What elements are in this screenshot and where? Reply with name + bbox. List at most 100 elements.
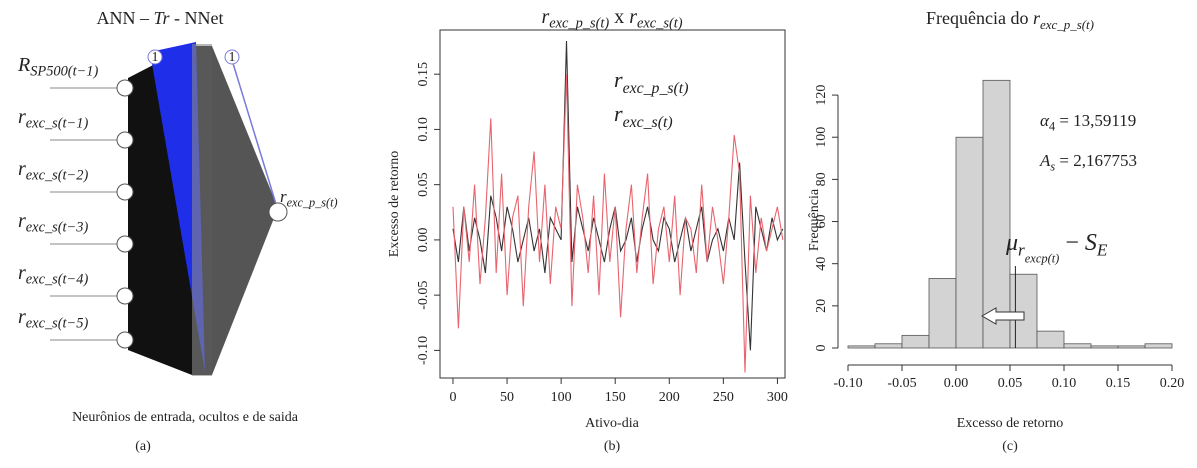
annotation: μrexcp(t) − SE bbox=[1005, 230, 1108, 266]
series-line bbox=[452, 74, 784, 373]
panel-label: (b) bbox=[604, 439, 621, 454]
text-part: Frequência do bbox=[926, 8, 1033, 28]
y-tick-label: 0 bbox=[814, 345, 829, 352]
x-tick-label: 0.10 bbox=[1052, 376, 1077, 391]
text-part: p(t) bbox=[1040, 251, 1059, 265]
bar bbox=[847, 345, 876, 349]
arrow bbox=[980, 307, 1025, 325]
chart-title: Frequência do rexc_p_s(t) bbox=[926, 8, 1094, 32]
x-axis-label: Ativo-dia bbox=[585, 416, 639, 431]
input-node bbox=[116, 183, 134, 201]
network-shapes bbox=[128, 42, 288, 376]
caption: Neurônios de entrada, ocultos e de saida bbox=[72, 410, 299, 425]
y-axis-label: Excesso de retorno bbox=[387, 151, 402, 258]
text-part: ANN – bbox=[96, 8, 153, 28]
x-tick-label: -0.10 bbox=[833, 376, 862, 391]
input-node bbox=[116, 131, 134, 149]
panel-label: (a) bbox=[135, 439, 151, 454]
y-tick-label: 80 bbox=[814, 172, 829, 186]
text-part: exc_s(t) bbox=[637, 16, 683, 32]
bar bbox=[1009, 273, 1038, 349]
annotation: As = 2,167753 bbox=[1039, 151, 1137, 173]
bias-node bbox=[224, 49, 240, 65]
x-tick-label: 50 bbox=[500, 390, 514, 405]
text-part: r bbox=[541, 6, 549, 28]
output-connections bbox=[212, 46, 278, 375]
bar bbox=[1117, 345, 1146, 349]
x-tick-label: 0.20 bbox=[1160, 376, 1185, 391]
x-tick-label: 0 bbox=[449, 390, 456, 405]
legend-entry: rexc_s(t) bbox=[614, 101, 673, 131]
text-part: Tr bbox=[153, 8, 170, 28]
text-part: r bbox=[1018, 241, 1025, 260]
y-tick-label: 0.00 bbox=[416, 228, 431, 253]
y-tick-label: 120 bbox=[814, 85, 829, 106]
x-tick-label: 300 bbox=[767, 390, 788, 405]
x-tick-label: 250 bbox=[713, 390, 734, 405]
bar bbox=[1036, 330, 1065, 349]
x-tick-label: 200 bbox=[659, 390, 680, 405]
input-node bbox=[116, 235, 134, 253]
text-part: s bbox=[1050, 159, 1055, 173]
y-tick-label: -0.05 bbox=[416, 281, 431, 310]
panel-label: (c) bbox=[1002, 439, 1018, 454]
bar bbox=[982, 79, 1011, 349]
input-label: rexc_s(t−5) bbox=[18, 306, 88, 332]
text-part: x bbox=[609, 6, 629, 28]
bar bbox=[955, 136, 984, 349]
y-tick-label: 40 bbox=[814, 257, 829, 271]
legend-entry: rexc_p_s(t) bbox=[614, 67, 688, 97]
hidden-layer bbox=[192, 44, 212, 376]
text-part: exc_p_s(t) bbox=[549, 16, 609, 32]
diagram-title: ANN – Tr - NNet bbox=[96, 8, 223, 28]
output-node bbox=[268, 202, 288, 222]
y-tick-label: -0.10 bbox=[416, 336, 431, 365]
text-part: r bbox=[1033, 8, 1041, 28]
text-part: r bbox=[629, 6, 637, 28]
x-tick-label: 150 bbox=[605, 390, 626, 405]
text-part: = 13,59119 bbox=[1055, 111, 1136, 130]
x-tick-label: -0.05 bbox=[887, 376, 916, 391]
text-part: 4 bbox=[1049, 119, 1055, 133]
bar bbox=[928, 278, 957, 349]
input-node bbox=[116, 79, 134, 97]
y-axis-label: Frequência bbox=[807, 188, 822, 251]
x-tick-label: 0.05 bbox=[998, 376, 1023, 391]
input-label: rexc_s(t−4) bbox=[18, 262, 88, 288]
text-part: exc_p_s(t) bbox=[1040, 17, 1094, 32]
text-part: S bbox=[1085, 230, 1097, 256]
y-tick-label: 0.05 bbox=[416, 172, 431, 197]
arrow-shape bbox=[980, 307, 1025, 325]
y-tick-label: 0.10 bbox=[416, 117, 431, 142]
text-part: exc bbox=[1025, 251, 1042, 265]
bar bbox=[1144, 343, 1173, 349]
x-axis-label: Excesso de retorno bbox=[957, 416, 1064, 431]
text-part: = 2,167753 bbox=[1055, 151, 1137, 170]
text-part: A bbox=[1039, 151, 1051, 170]
bar bbox=[1090, 345, 1119, 349]
y-tick-label: 0.15 bbox=[416, 62, 431, 87]
y-tick-label: 60 bbox=[814, 215, 829, 229]
text-part: E bbox=[1096, 241, 1108, 260]
input-node bbox=[116, 331, 134, 349]
y-tick-label: 20 bbox=[814, 299, 829, 313]
annotation: α4 = 13,59119 bbox=[1040, 111, 1136, 133]
input-label: RSP500(t−1) bbox=[17, 54, 98, 80]
output-label: rexc_p_s(t) bbox=[280, 187, 338, 209]
plot-frame bbox=[439, 29, 786, 379]
x-tick-label: 100 bbox=[551, 390, 572, 405]
bias-label: 1 bbox=[229, 50, 236, 65]
input-label: rexc_s(t−1) bbox=[18, 106, 88, 132]
x-tick-label: 0.15 bbox=[1106, 376, 1131, 391]
text-part: - NNet bbox=[170, 8, 224, 28]
bias-connection bbox=[231, 59, 277, 205]
bar bbox=[1063, 343, 1092, 349]
text-part: μ bbox=[1005, 230, 1018, 256]
x-tick-label: 0.00 bbox=[944, 376, 969, 391]
bias-label: 1 bbox=[152, 50, 159, 65]
input-node bbox=[116, 287, 134, 305]
chart-title: rexc_p_s(t) x rexc_s(t) bbox=[541, 6, 682, 32]
text-part: α bbox=[1040, 111, 1050, 130]
text-part: − bbox=[1059, 230, 1085, 256]
